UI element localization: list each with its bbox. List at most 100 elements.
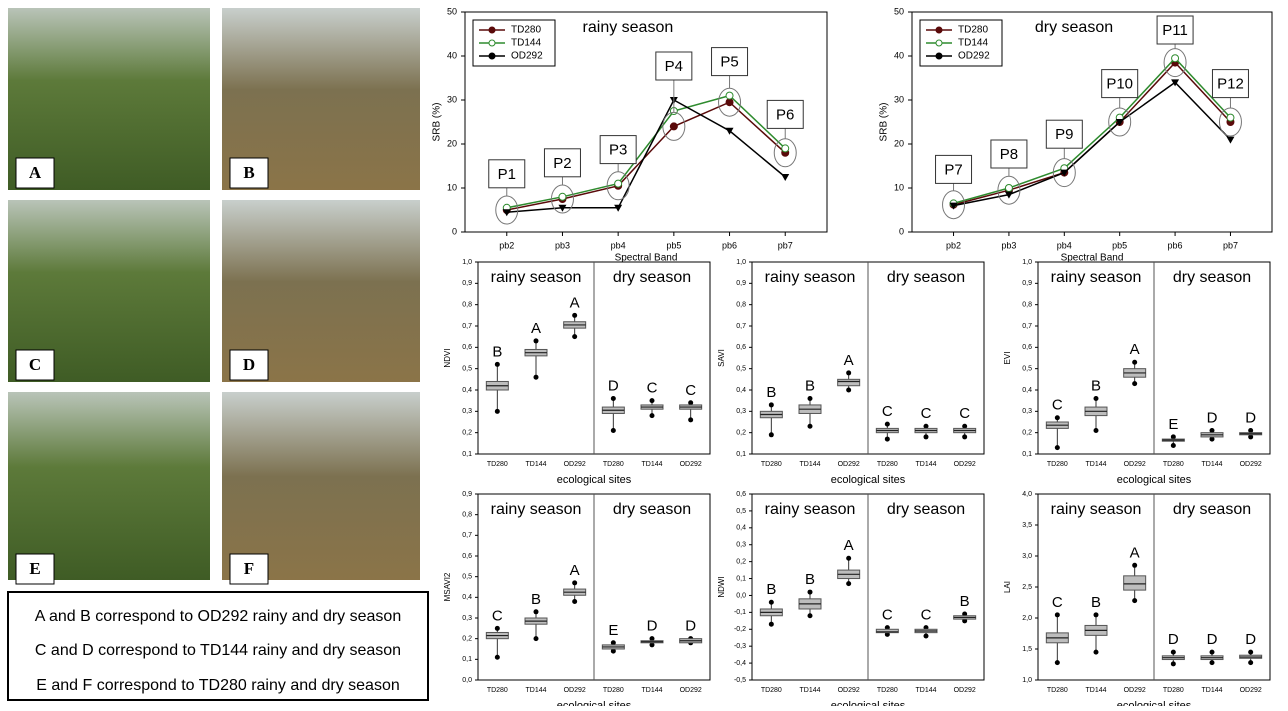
outlier bbox=[846, 388, 851, 393]
outlier bbox=[962, 434, 967, 439]
x-tick-label: OD292 bbox=[564, 461, 586, 468]
significance-letter: C bbox=[882, 607, 893, 624]
y-axis-label: NDVI bbox=[443, 348, 452, 367]
outlier bbox=[808, 396, 813, 401]
series-line bbox=[954, 58, 1231, 203]
y-axis-label: LAI bbox=[1003, 581, 1012, 593]
outlier bbox=[769, 622, 774, 627]
significance-letter: D bbox=[685, 618, 696, 635]
x-tick-label: pb3 bbox=[555, 240, 570, 250]
y-tick-label: 50 bbox=[447, 6, 457, 16]
group-label: dry season bbox=[1173, 501, 1251, 518]
x-tick-label: pb2 bbox=[499, 240, 514, 250]
photo bbox=[8, 392, 210, 580]
y-tick-label: 0,7 bbox=[462, 323, 472, 330]
outlier bbox=[1248, 650, 1253, 655]
y-tick-label: 0,5 bbox=[736, 508, 746, 515]
x-tick-label: pb7 bbox=[1223, 240, 1238, 250]
x-tick-label: TD280 bbox=[487, 687, 508, 694]
y-tick-label: 1,5 bbox=[1022, 646, 1032, 653]
legend-marker bbox=[936, 40, 942, 46]
marker bbox=[670, 123, 677, 130]
outlier bbox=[808, 590, 813, 595]
photos bbox=[8, 8, 420, 580]
y-tick-label: 0,9 bbox=[462, 491, 472, 498]
x-axis-label: ecological sites bbox=[557, 700, 632, 706]
x-tick-label: TD144 bbox=[1201, 687, 1222, 694]
x-axis-label: ecological sites bbox=[831, 474, 906, 486]
y-tick-label: 2,5 bbox=[1022, 584, 1032, 591]
significance-letter: B bbox=[531, 591, 541, 608]
outlier bbox=[495, 362, 500, 367]
y-tick-label: 0,5 bbox=[462, 366, 472, 373]
significance-letter: D bbox=[608, 378, 619, 395]
x-tick-label: TD144 bbox=[1085, 461, 1106, 468]
y-tick-label: 0,3 bbox=[736, 408, 746, 415]
x-tick-label: OD292 bbox=[838, 461, 860, 468]
y-tick-label: 0,4 bbox=[736, 387, 746, 394]
photo-label: F bbox=[244, 559, 254, 578]
significance-letter: C bbox=[921, 405, 932, 422]
marker bbox=[781, 174, 789, 181]
significance-letter: B bbox=[805, 378, 815, 395]
group-label: rainy season bbox=[765, 269, 856, 286]
photo-label: A bbox=[29, 163, 42, 182]
outlier bbox=[495, 655, 500, 660]
y-tick-label: 0,4 bbox=[736, 525, 746, 532]
y-tick-label: 1,0 bbox=[736, 259, 746, 266]
significance-letter: A bbox=[1130, 341, 1140, 358]
outlier bbox=[769, 402, 774, 407]
y-tick-label: 0,8 bbox=[1022, 302, 1032, 309]
outlier bbox=[1132, 381, 1137, 386]
x-tick-label: OD292 bbox=[954, 461, 976, 468]
legend-marker bbox=[489, 53, 495, 59]
chart-title: rainy season bbox=[583, 19, 674, 36]
significance-letter: C bbox=[492, 607, 503, 624]
y-tick-label: -0,4 bbox=[734, 660, 746, 667]
significance-letter: A bbox=[1130, 544, 1140, 561]
y-tick-label: 0 bbox=[452, 226, 457, 236]
y-tick-label: 0,2 bbox=[1022, 430, 1032, 437]
series-line bbox=[954, 63, 1231, 205]
y-tick-label: 0,2 bbox=[736, 558, 746, 565]
significance-letter: B bbox=[960, 593, 970, 610]
significance-letter: A bbox=[570, 294, 580, 311]
significance-letter: E bbox=[1168, 416, 1178, 433]
outlier bbox=[1055, 445, 1060, 450]
outlier bbox=[611, 396, 616, 401]
x-tick-label: pb7 bbox=[778, 240, 793, 250]
x-tick-label: OD292 bbox=[680, 461, 702, 468]
significance-letter: B bbox=[766, 384, 776, 401]
outlier bbox=[1171, 443, 1176, 448]
y-tick-label: 0,3 bbox=[462, 408, 472, 415]
x-tick-label: TD280 bbox=[877, 687, 898, 694]
y-tick-label: 10 bbox=[447, 182, 457, 192]
x-tick-label: TD280 bbox=[487, 461, 508, 468]
legend-marker bbox=[489, 40, 495, 46]
annotation: P1 bbox=[498, 166, 516, 183]
x-tick-label: TD280 bbox=[1163, 687, 1184, 694]
x-tick-label: pb6 bbox=[722, 240, 737, 250]
outlier bbox=[1132, 360, 1137, 365]
outlier bbox=[1210, 660, 1215, 665]
x-axis-label: ecological sites bbox=[557, 474, 632, 486]
legend-label: OD292 bbox=[511, 51, 543, 62]
marker bbox=[559, 193, 566, 200]
x-tick-label: OD292 bbox=[1240, 687, 1262, 694]
photo-label: D bbox=[243, 355, 255, 374]
significance-letter: B bbox=[805, 571, 815, 588]
marker bbox=[1172, 55, 1179, 62]
significance-letter: C bbox=[959, 405, 970, 422]
outlier bbox=[534, 636, 539, 641]
annotation: P12 bbox=[1217, 76, 1244, 93]
y-tick-label: 50 bbox=[894, 6, 904, 16]
legend-label: TD144 bbox=[958, 38, 988, 49]
outlier bbox=[534, 375, 539, 380]
outlier bbox=[1094, 396, 1099, 401]
x-tick-label: TD144 bbox=[799, 461, 820, 468]
outlier bbox=[1210, 650, 1215, 655]
significance-letter: C bbox=[921, 607, 932, 624]
y-tick-label: 0,7 bbox=[1022, 323, 1032, 330]
outlier bbox=[808, 424, 813, 429]
significance-letter: C bbox=[1052, 594, 1063, 611]
